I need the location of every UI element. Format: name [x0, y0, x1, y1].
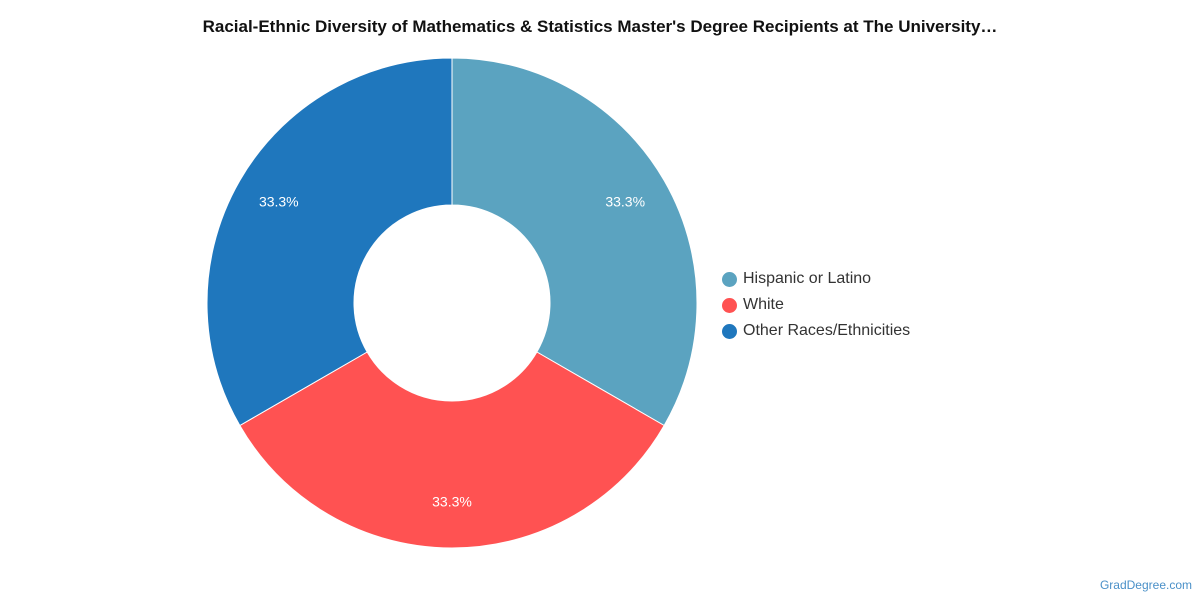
legend-label: Other Races/Ethnicities	[743, 322, 911, 339]
slice-label: 33.3%	[432, 494, 472, 510]
legend-item-hispanic-or-latino[interactable]: Hispanic or Latino	[722, 266, 910, 292]
slice-hispanic-or-latino[interactable]	[451, 57, 698, 427]
chart-title: Racial-Ethnic Diversity of Mathematics &…	[202, 17, 998, 36]
legend-swatch	[722, 297, 737, 313]
legend-label: Hispanic or Latino	[743, 270, 872, 287]
legend-swatch	[722, 323, 737, 339]
source-credit: GradDegree.com	[1099, 578, 1192, 592]
legend-item-white[interactable]: White	[722, 292, 910, 318]
legend-item-other-races-ethnicities[interactable]: Other Races/Ethnicities	[722, 318, 910, 344]
legend-label: White	[743, 296, 784, 313]
slice-label: 33.3%	[605, 194, 645, 210]
slice-label: 33.3%	[259, 194, 299, 210]
legend-swatch	[722, 271, 737, 287]
slice-other-races-ethnicities[interactable]	[206, 57, 453, 427]
chart-legend: Hispanic or Latino White Other Races/Ethni…	[722, 266, 910, 344]
slice-white[interactable]	[239, 351, 665, 549]
